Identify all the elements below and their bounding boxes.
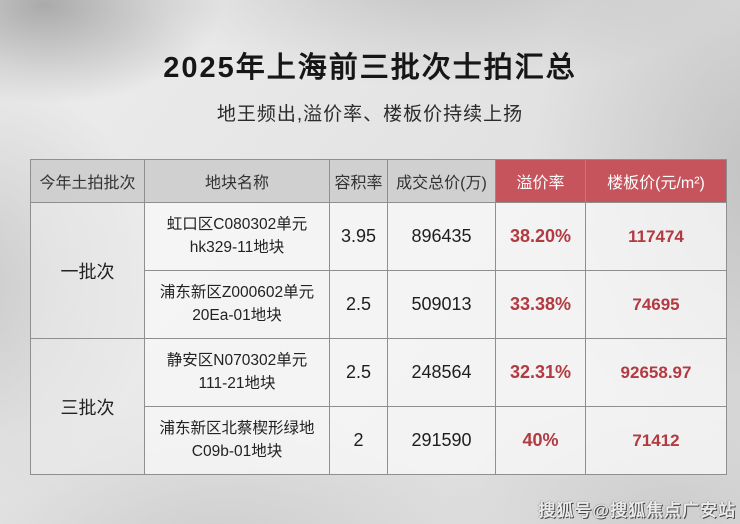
land-auction-table: 今年土拍批次 地块名称 容积率 成交总价(万) 溢价率 楼板价(元/m²) 一批… bbox=[30, 159, 727, 475]
col-header-far: 容积率 bbox=[329, 159, 388, 203]
plot-name: 静安区N070302单元 111-21地块 bbox=[144, 338, 330, 407]
far-value: 2.5 bbox=[329, 270, 388, 339]
floor-price: 71412 bbox=[585, 406, 727, 475]
premium-rate: 32.31% bbox=[495, 338, 586, 407]
far-value: 2 bbox=[329, 406, 388, 475]
premium-rate: 38.20% bbox=[495, 202, 586, 271]
plot-name: 浦东新区北蔡楔形绿地 C09b-01地块 bbox=[144, 406, 330, 475]
table-row: 浦东新区Z000602单元 20Ea-01地块 2.5 509013 33.38… bbox=[31, 270, 727, 339]
table-row: 一批次 虹口区C080302单元 hk329-11地块 3.95 896435 … bbox=[30, 202, 727, 339]
page-title: 2025年上海前三批次士拍汇总 bbox=[163, 52, 577, 84]
total-price: 248564 bbox=[387, 338, 496, 407]
premium-rate: 40% bbox=[495, 406, 586, 475]
plot-name: 虹口区C080302单元 hk329-11地块 bbox=[144, 202, 330, 271]
watermark: 搜狐号@搜狐焦点广安站 bbox=[538, 501, 736, 520]
plot-name: 浦东新区Z000602单元 20Ea-01地块 bbox=[144, 270, 330, 339]
col-header-plot-name: 地块名称 bbox=[144, 159, 330, 203]
floor-price: 117474 bbox=[585, 202, 727, 271]
total-price: 291590 bbox=[387, 406, 496, 475]
table-row: 三批次 静安区N070302单元 111-21地块 2.5 248564 32.… bbox=[30, 338, 727, 475]
col-header-floor-price: 楼板价(元/m²) bbox=[585, 159, 727, 203]
far-value: 2.5 bbox=[329, 338, 388, 407]
batch-label-3: 三批次 bbox=[30, 338, 145, 475]
table-header-row: 今年土拍批次 地块名称 容积率 成交总价(万) 溢价率 楼板价(元/m²) bbox=[30, 159, 727, 203]
total-price: 509013 bbox=[387, 270, 496, 339]
floor-price: 74695 bbox=[585, 270, 727, 339]
col-header-premium: 溢价率 bbox=[495, 159, 586, 203]
total-price: 896435 bbox=[387, 202, 496, 271]
batch-label-1: 一批次 bbox=[30, 202, 145, 339]
col-header-total-price: 成交总价(万) bbox=[387, 159, 496, 203]
page-subtitle: 地王频出,溢价率、楼板价持续上扬 bbox=[216, 104, 524, 125]
floor-price: 92658.97 bbox=[585, 338, 727, 407]
premium-rate: 33.38% bbox=[495, 270, 586, 339]
col-header-batch: 今年土拍批次 bbox=[30, 159, 145, 203]
table-row: 浦东新区北蔡楔形绿地 C09b-01地块 2 291590 40% 71412 bbox=[31, 406, 727, 475]
far-value: 3.95 bbox=[329, 202, 388, 271]
